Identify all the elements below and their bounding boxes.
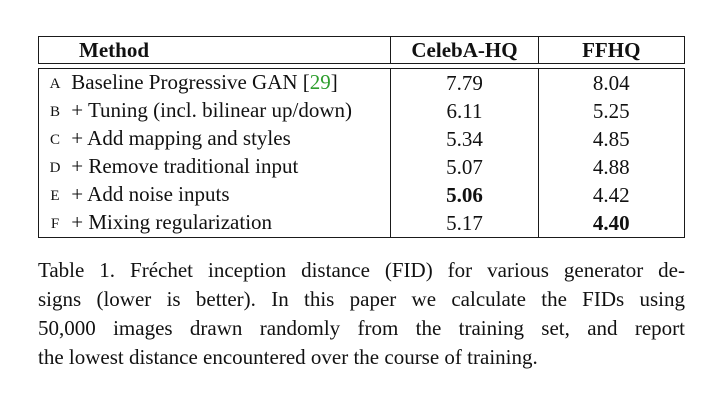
citation-number[interactable]: 29: [309, 70, 331, 94]
method-cell: D + Remove traditional input: [37, 153, 392, 181]
celeba-hq-value: 5.34: [390, 125, 539, 153]
ffhq-value: 4.40: [537, 209, 685, 238]
method-cell: E + Add noise inputs: [37, 181, 392, 209]
row-letter: F: [50, 216, 60, 232]
celeba-hq-value: 7.79: [390, 68, 539, 97]
method-label: + Add mapping and styles: [71, 126, 291, 150]
fid-table: Method CelebA-HQ FFHQ A Baseline Progres…: [37, 36, 685, 238]
celeba-hq-value: 5.17: [390, 209, 539, 238]
row-letter: D: [49, 160, 61, 176]
header-row: Method CelebA-HQ FFHQ: [37, 36, 685, 64]
spacer-body: [38, 63, 685, 69]
ffhq-value: 5.25: [537, 97, 685, 125]
caption-line: signs (lower is better). In this paper w…: [38, 287, 685, 311]
citation-close-bracket: ]: [330, 70, 338, 94]
table-row: D + Remove traditional input 5.07 4.88: [37, 153, 685, 181]
method-label: + Tuning (incl. bilinear up/down): [71, 98, 353, 122]
ffhq-value: 4.42: [537, 181, 685, 209]
ffhq-value: 4.85: [537, 125, 685, 153]
ffhq-value: 4.88: [537, 153, 685, 181]
table-row: B + Tuning (incl. bilinear up/down) 6.11…: [37, 97, 685, 125]
method-label: Baseline Progressive GAN: [71, 70, 298, 94]
table-row: F + Mixing regularization 5.17 4.40: [37, 209, 685, 238]
citation-open-bracket: [: [302, 70, 310, 94]
table-row: A Baseline Progressive GAN [29] 7.79 8.0…: [37, 68, 685, 97]
row-letter: C: [49, 132, 60, 148]
table-row: C + Add mapping and styles 5.34 4.85: [37, 125, 685, 153]
caption-line: Table 1. Fréchet inception distance (FID…: [38, 258, 685, 282]
ffhq-value: 8.04: [537, 68, 685, 97]
table-header: Method CelebA-HQ FFHQ: [37, 36, 685, 64]
method-cell: C + Add mapping and styles: [37, 125, 392, 153]
header-method: Method: [37, 36, 392, 64]
row-letter: E: [50, 188, 60, 204]
celeba-hq-value: 5.07: [390, 153, 539, 181]
method-label: + Add noise inputs: [71, 182, 230, 206]
method-label: + Mixing regularization: [71, 210, 273, 234]
caption-line: the lowest distance encountered over the…: [38, 345, 538, 369]
citation[interactable]: [29]: [303, 70, 338, 94]
header-ffhq: FFHQ: [537, 36, 685, 64]
method-cell: F + Mixing regularization: [37, 209, 392, 238]
table-body: A Baseline Progressive GAN [29] 7.79 8.0…: [37, 68, 685, 238]
celeba-hq-value: 5.06: [390, 181, 539, 209]
table-row: E + Add noise inputs 5.06 4.42: [37, 181, 685, 209]
caption-line: 50,000 images drawn randomly from the tr…: [38, 316, 685, 340]
row-letter: B: [49, 104, 60, 120]
header-celeba-hq: CelebA-HQ: [390, 36, 539, 64]
celeba-hq-value: 6.11: [390, 97, 539, 125]
method-label: + Remove traditional input: [71, 154, 299, 178]
method-cell: B + Tuning (incl. bilinear up/down): [37, 97, 392, 125]
method-cell: A Baseline Progressive GAN [29]: [37, 68, 392, 97]
table-caption: Table 1. Fréchet inception distance (FID…: [38, 256, 685, 372]
row-letter: A: [49, 76, 61, 92]
header-spacer: [38, 63, 685, 69]
